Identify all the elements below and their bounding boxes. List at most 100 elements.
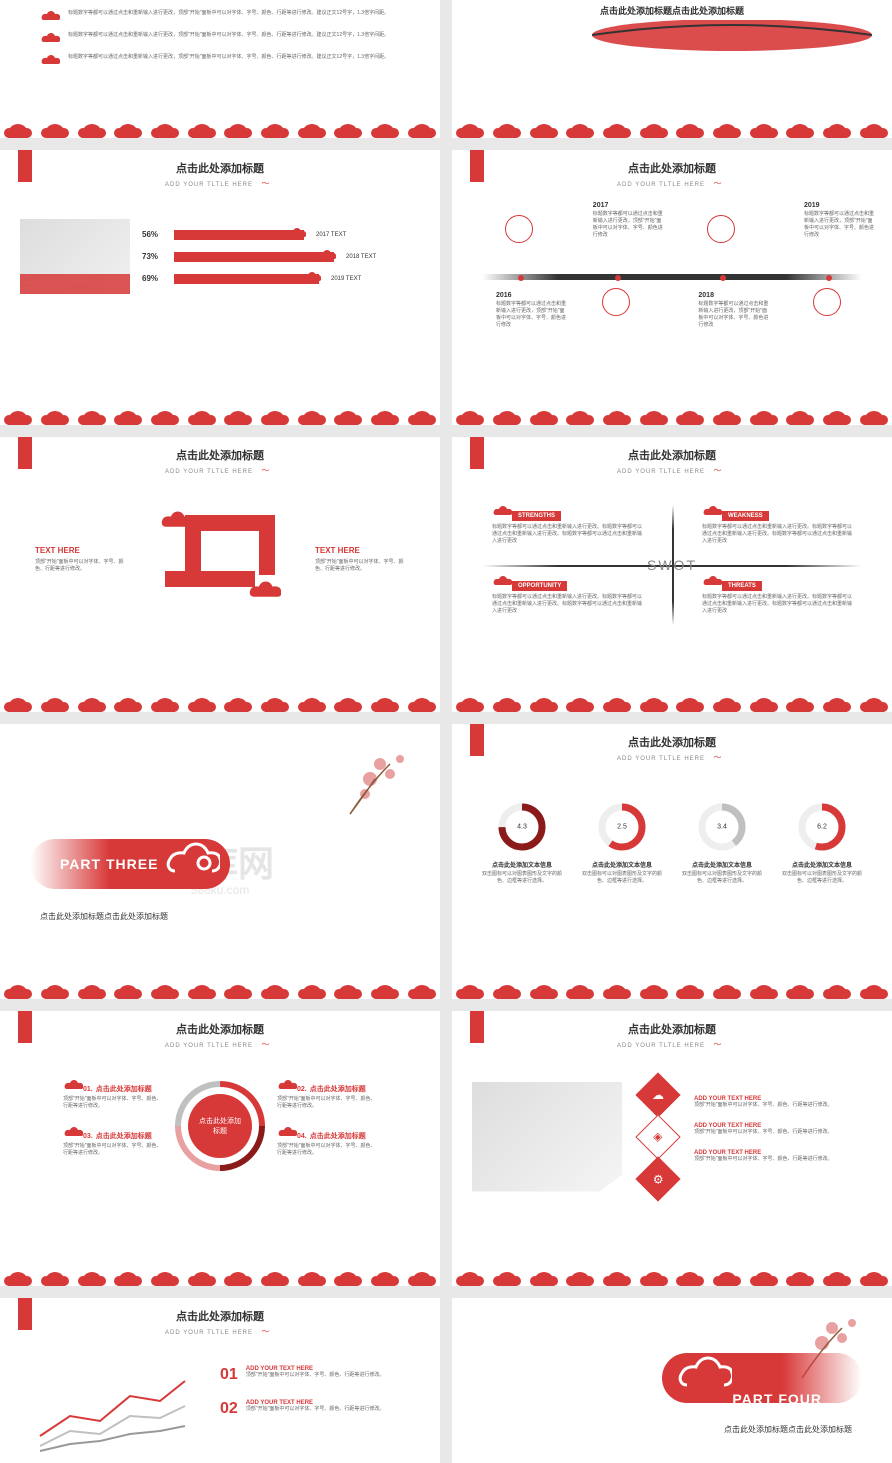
border-pattern — [452, 979, 892, 999]
text-block: TEXT HERE顶部"开始"面板中可以对字体、字号、颜色、行距等进行修改。 — [315, 546, 405, 573]
slide-9: 点击此处添加标题 ADD YOUR TLTLE HERE 01.点击此处添加标题… — [0, 1011, 440, 1286]
cloud-icon — [40, 54, 60, 66]
item-number: 02 — [220, 1400, 238, 1418]
slide-subtitle: ADD YOUR TLTLE HERE — [0, 1326, 440, 1336]
item-heading: 02.点击此处添加标题 — [277, 1079, 377, 1094]
donut-item: 4.3点击此处添加文本信息双击图标可以对图表图形及文字的颜色、边框等进行选择。 — [482, 802, 562, 885]
slide-subtitle: ADD YOUR TLTLE HERE — [452, 178, 892, 188]
border-pattern — [0, 405, 440, 425]
slide-10: 点击此处添加标题 ADD YOUR TLTLE HERE ☁ ◈ ⚙ ADD Y… — [452, 1011, 892, 1286]
timeline-text: 2019标题数字等都可以通过点击和重新输入进行更改，顶部"开始"面板中可以对字体… — [804, 202, 874, 239]
slide-12: PART FOUR 点击此处添加标题点击此处添加标题 — [452, 1298, 892, 1463]
swot-item: WEAKNESS标题数字等都可以通过点击和重新输入进行更改。标题数字等都可以通过… — [702, 505, 852, 545]
donut-item: 3.4点击此处添加文本信息双击图标可以对图表图形及文字的颜色、边框等进行选择。 — [682, 802, 762, 885]
caption: 标题数字等都可以通过点击和重新输入进行更改，顶部"开始"面板中可以对字体 — [24, 280, 126, 292]
timeline-line — [482, 274, 862, 280]
swot-item: OPPORTUNITY标题数字等都可以通过点击和重新输入进行更改。标题数字等都可… — [492, 575, 642, 615]
slide-6: 点击此处添加标题 ADD YOUR TLTLE HERE SWOT STRENG… — [452, 437, 892, 712]
timeline-dot — [720, 275, 726, 281]
cloud-icon — [702, 575, 722, 587]
swirl-icon — [709, 752, 727, 760]
red-tab — [470, 724, 484, 756]
image-placeholder: 标题数字等都可以通过点击和重新输入进行更改，顶部"开始"面板中可以对字体 — [20, 219, 130, 294]
bar-label: 2018 TEXT — [346, 254, 376, 260]
slide-subtitle: ADD YOUR TLTLE HERE — [0, 1039, 440, 1049]
slide-title: 点击此处添加标题 — [452, 150, 892, 176]
red-tab — [18, 1011, 32, 1043]
diamond-icons: ☁ ◈ ⚙ — [642, 1079, 674, 1195]
slide-5: 点击此处添加标题 ADD YOUR TLTLE HERE TEXT HERE顶部… — [0, 437, 440, 712]
red-tab — [470, 150, 484, 182]
swirl-icon — [257, 178, 275, 186]
cloud-icon — [286, 227, 306, 239]
swirl-icon — [257, 1326, 275, 1334]
part-banner — [662, 1353, 862, 1423]
slide-title: 点击此处添加标题 — [452, 437, 892, 463]
cloud-icon — [316, 249, 336, 261]
slide-grid: 标题数字等都可以通过点击和重新输入进行更改，顶部"开始"面板中可以对字体、字号、… — [0, 0, 892, 1463]
cloud-icon — [702, 505, 722, 517]
item-number: 01 — [220, 1366, 238, 1384]
bar-pct: 73% — [142, 252, 168, 261]
border-pattern — [452, 692, 892, 712]
bar-chart: 56%2017 TEXT 73%2018 TEXT 69%2019 TEXT — [142, 218, 420, 296]
donut-item: 2.5点击此处添加文本信息双击图标可以对图表图形及文字的颜色、边框等进行选择。 — [582, 802, 662, 885]
timeline-text: 2017标题数字等都可以通过点击和重新输入进行更改，顶部"开始"面板中可以对字体… — [593, 202, 663, 239]
border-pattern — [0, 118, 440, 138]
red-tab — [18, 1298, 32, 1330]
swirl-icon — [709, 1039, 727, 1047]
bar-label: 2019 TEXT — [331, 276, 361, 282]
cloud-icon — [63, 1079, 83, 1091]
cloud-icon — [40, 32, 60, 44]
timeline-dot — [615, 275, 621, 281]
center-circle: 点击此处添加标题 — [175, 1081, 265, 1171]
border-pattern — [0, 1266, 440, 1286]
item-heading: 01.点击此处添加标题 — [63, 1079, 163, 1094]
slide-3: 点击此处添加标题 ADD YOUR TLTLE HERE 标题数字等都可以通过点… — [0, 150, 440, 425]
slide-title: 点击此处添加标题 — [0, 1011, 440, 1037]
red-tab — [470, 437, 484, 469]
timeline: 2016标题数字等都可以通过点击和重新输入进行更改，顶部"开始"面板中可以对字体… — [452, 188, 892, 368]
cloud-icon — [63, 1126, 83, 1138]
cloud-icon — [277, 1126, 297, 1138]
slide-title: 点击此处添加标题 — [0, 437, 440, 463]
bar — [174, 230, 304, 240]
bar — [174, 252, 334, 262]
item-heading: 03.点击此处添加标题 — [63, 1126, 163, 1141]
flower-decoration — [320, 744, 420, 824]
slide-2: 点击此处添加标题点击此处添加标题 — [452, 0, 892, 138]
red-tab — [18, 150, 32, 182]
item-heading: 04.点击此处添加标题 — [277, 1126, 377, 1141]
timeline-text: 2018标题数字等都可以通过点击和重新输入进行更改，顶部"开始"面板中可以对字体… — [698, 292, 768, 329]
border-pattern — [452, 1266, 892, 1286]
swot-item: STRENGTHS标题数字等都可以通过点击和重新输入进行更改。标题数字等都可以通… — [492, 505, 642, 545]
slide-title: 点击此处添加标题点击此处添加标题 — [452, 0, 892, 17]
swirl-icon — [709, 178, 727, 186]
slide-subtitle: ADD YOUR TLTLE HERE — [452, 465, 892, 475]
cloud-icon — [492, 505, 512, 517]
line-chart — [30, 1366, 190, 1463]
bar-label: 2017 TEXT — [316, 232, 346, 238]
part-title: PART THREE — [60, 856, 158, 872]
cloud-icon — [492, 575, 512, 587]
bar-pct: 56% — [142, 230, 168, 239]
swot-item: THREATS标题数字等都可以通过点击和重新输入进行更改。标题数字等都可以通过点… — [702, 575, 852, 615]
right-column: 02.点击此处添加标题顶部"开始"面板中可以对字体、字号、颜色、行距等进行修改。… — [277, 1079, 377, 1173]
donut-item: 6.2点击此处添加文本信息双击图标可以对图表图形及文字的颜色、边框等进行选择。 — [782, 802, 862, 885]
timeline-node — [505, 215, 533, 243]
part-subtitle: 点击此处添加标题点击此处添加标题 — [724, 1424, 852, 1435]
text-column: ADD YOUR TEXT HERE顶部"开始"面板中可以对字体、字号、颜色、行… — [694, 1096, 872, 1177]
diamond-icon: ☁ — [635, 1072, 680, 1117]
timeline-text: 2016标题数字等都可以通过点击和重新输入进行更改，顶部"开始"面板中可以对字体… — [496, 292, 566, 329]
bullet-text: 标题数字等都可以通过点击和重新输入进行更改，顶部"开始"面板中可以对字体、字号、… — [68, 54, 389, 61]
slide-title: 点击此处添加标题 — [0, 1298, 440, 1324]
slide-title: 点击此处添加标题 — [452, 724, 892, 750]
part-title: PART FOUR — [732, 1391, 822, 1407]
slide-subtitle: ADD YOUR TLTLE HERE — [452, 1039, 892, 1049]
swirl-icon — [257, 1039, 275, 1047]
swirl-icon — [709, 465, 727, 473]
slide-7: 千库网 588ku.com PART THREE 点击此处添加标题点击此处添加标… — [0, 724, 440, 999]
donut-row: 4.3点击此处添加文本信息双击图标可以对图表图形及文字的颜色、边框等进行选择。 … — [452, 762, 892, 905]
red-tab — [470, 1011, 484, 1043]
part-banner — [30, 839, 230, 909]
